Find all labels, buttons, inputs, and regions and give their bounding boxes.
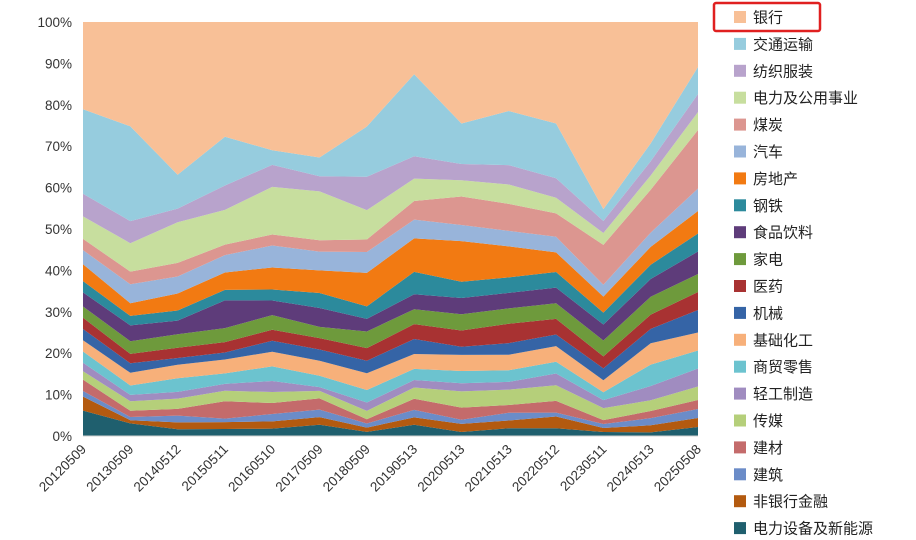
y-tick-label: 80% [45,98,72,113]
y-tick-label: 60% [45,181,72,196]
x-tick-label: 20180509 [320,442,373,495]
legend-label: 交通运输 [753,35,813,53]
legend: 银行交通运输纺织服装电力及公用事业煤炭汽车房地产钢铁食品饮料家电医药机械基础化工… [734,9,873,538]
legend-label: 轻工制造 [753,385,813,403]
y-tick-label: 20% [45,346,72,361]
legend-label: 基础化工 [753,331,813,349]
area-series-3 [83,390,698,429]
x-tick-label: 20240513 [604,442,657,495]
area-series-10 [83,292,698,369]
area-series-1 [83,410,698,436]
legend-label: 传媒 [753,412,783,430]
legend-swatch [734,172,746,185]
x-tick-label: 20130509 [83,442,136,495]
area-series-8 [83,332,698,393]
area-series-7 [83,350,698,403]
legend-label: 食品饮料 [753,224,813,242]
y-tick-label: 0% [52,429,72,444]
legend-swatch [734,333,746,346]
y-tick-label: 10% [45,388,72,403]
legend-swatch [734,199,746,212]
legend-label: 机械 [753,304,783,322]
legend-label: 钢铁 [753,197,783,215]
area-series-15 [83,188,698,304]
legend-swatch [734,441,746,454]
legend-swatch [734,306,746,319]
area-series-6 [83,362,698,411]
legend-label: 建筑 [753,466,783,484]
x-tick-label: 20190513 [367,442,420,495]
legend-label: 银行 [753,9,783,27]
legend-highlight-box [712,1,822,33]
area-series-2 [83,396,698,433]
legend-label: 房地产 [753,170,798,188]
area-series-5 [83,371,698,421]
y-tick-label: 90% [45,56,72,71]
legend-swatch [734,118,746,131]
legend-label: 非银行金融 [753,493,828,511]
legend-swatch [734,495,746,508]
legend-label: 电力及公用事业 [753,89,858,107]
legend-swatch [734,37,746,50]
x-tick-label: 20250508 [651,442,704,495]
legend-swatch [734,280,746,292]
area-series-16 [83,130,698,285]
x-tick-label: 20210513 [462,442,515,495]
y-tick-label: 40% [45,263,72,278]
legend-label: 商贸零售 [753,358,813,376]
legend-label: 家电 [753,251,783,269]
legend-swatch [734,360,746,373]
area-series-group [83,22,698,436]
y-tick-label: 30% [45,305,72,320]
legend-label: 建材 [753,439,783,457]
legend-swatch [734,522,746,535]
area-series-13 [83,233,698,326]
legend-swatch [734,64,746,77]
x-tick-label: 20140512 [131,442,184,495]
legend-swatch [734,253,746,266]
x-tick-label: 20160510 [225,442,278,495]
area-series-18 [83,94,698,244]
y-tick-label: 50% [45,222,72,237]
legend-swatch [734,387,746,400]
y-axis-tick-labels: 0% 10% 20% 30% 40% 50% 60% 70% 80% 90% 100% [37,15,72,444]
legend-swatch [734,468,746,481]
legend-label: 煤炭 [753,116,783,134]
legend-swatch [734,226,746,239]
legend-label: 纺织服装 [753,62,813,80]
area-series-4 [83,379,698,425]
area-series-20 [83,22,698,210]
legend-swatch [734,145,746,158]
x-tick-label: 20200513 [414,442,467,495]
legend-label: 医药 [753,278,783,296]
area-series-17 [83,112,698,272]
area-series-14 [83,211,698,316]
legend-swatch [734,414,746,427]
legend-label: 汽车 [753,143,783,161]
x-tick-label: 20220512 [509,442,562,495]
y-tick-label: 100% [37,15,72,30]
area-series-19 [83,67,698,222]
legend-label: 电力设备及新能源 [753,520,873,538]
area-series-12 [83,251,698,342]
x-tick-label: 20230511 [557,442,609,494]
x-tick-label: 20170509 [273,442,326,495]
legend-swatch [734,11,746,23]
x-tick-label: 20150511 [179,442,231,494]
x-tick-label: 20120509 [36,442,89,495]
area-series-11 [83,274,698,357]
legend-swatch [734,91,746,104]
x-axis-tick-labels: 2012050920130509201405122015051120160510… [36,442,704,495]
y-tick-label: 70% [45,139,72,154]
